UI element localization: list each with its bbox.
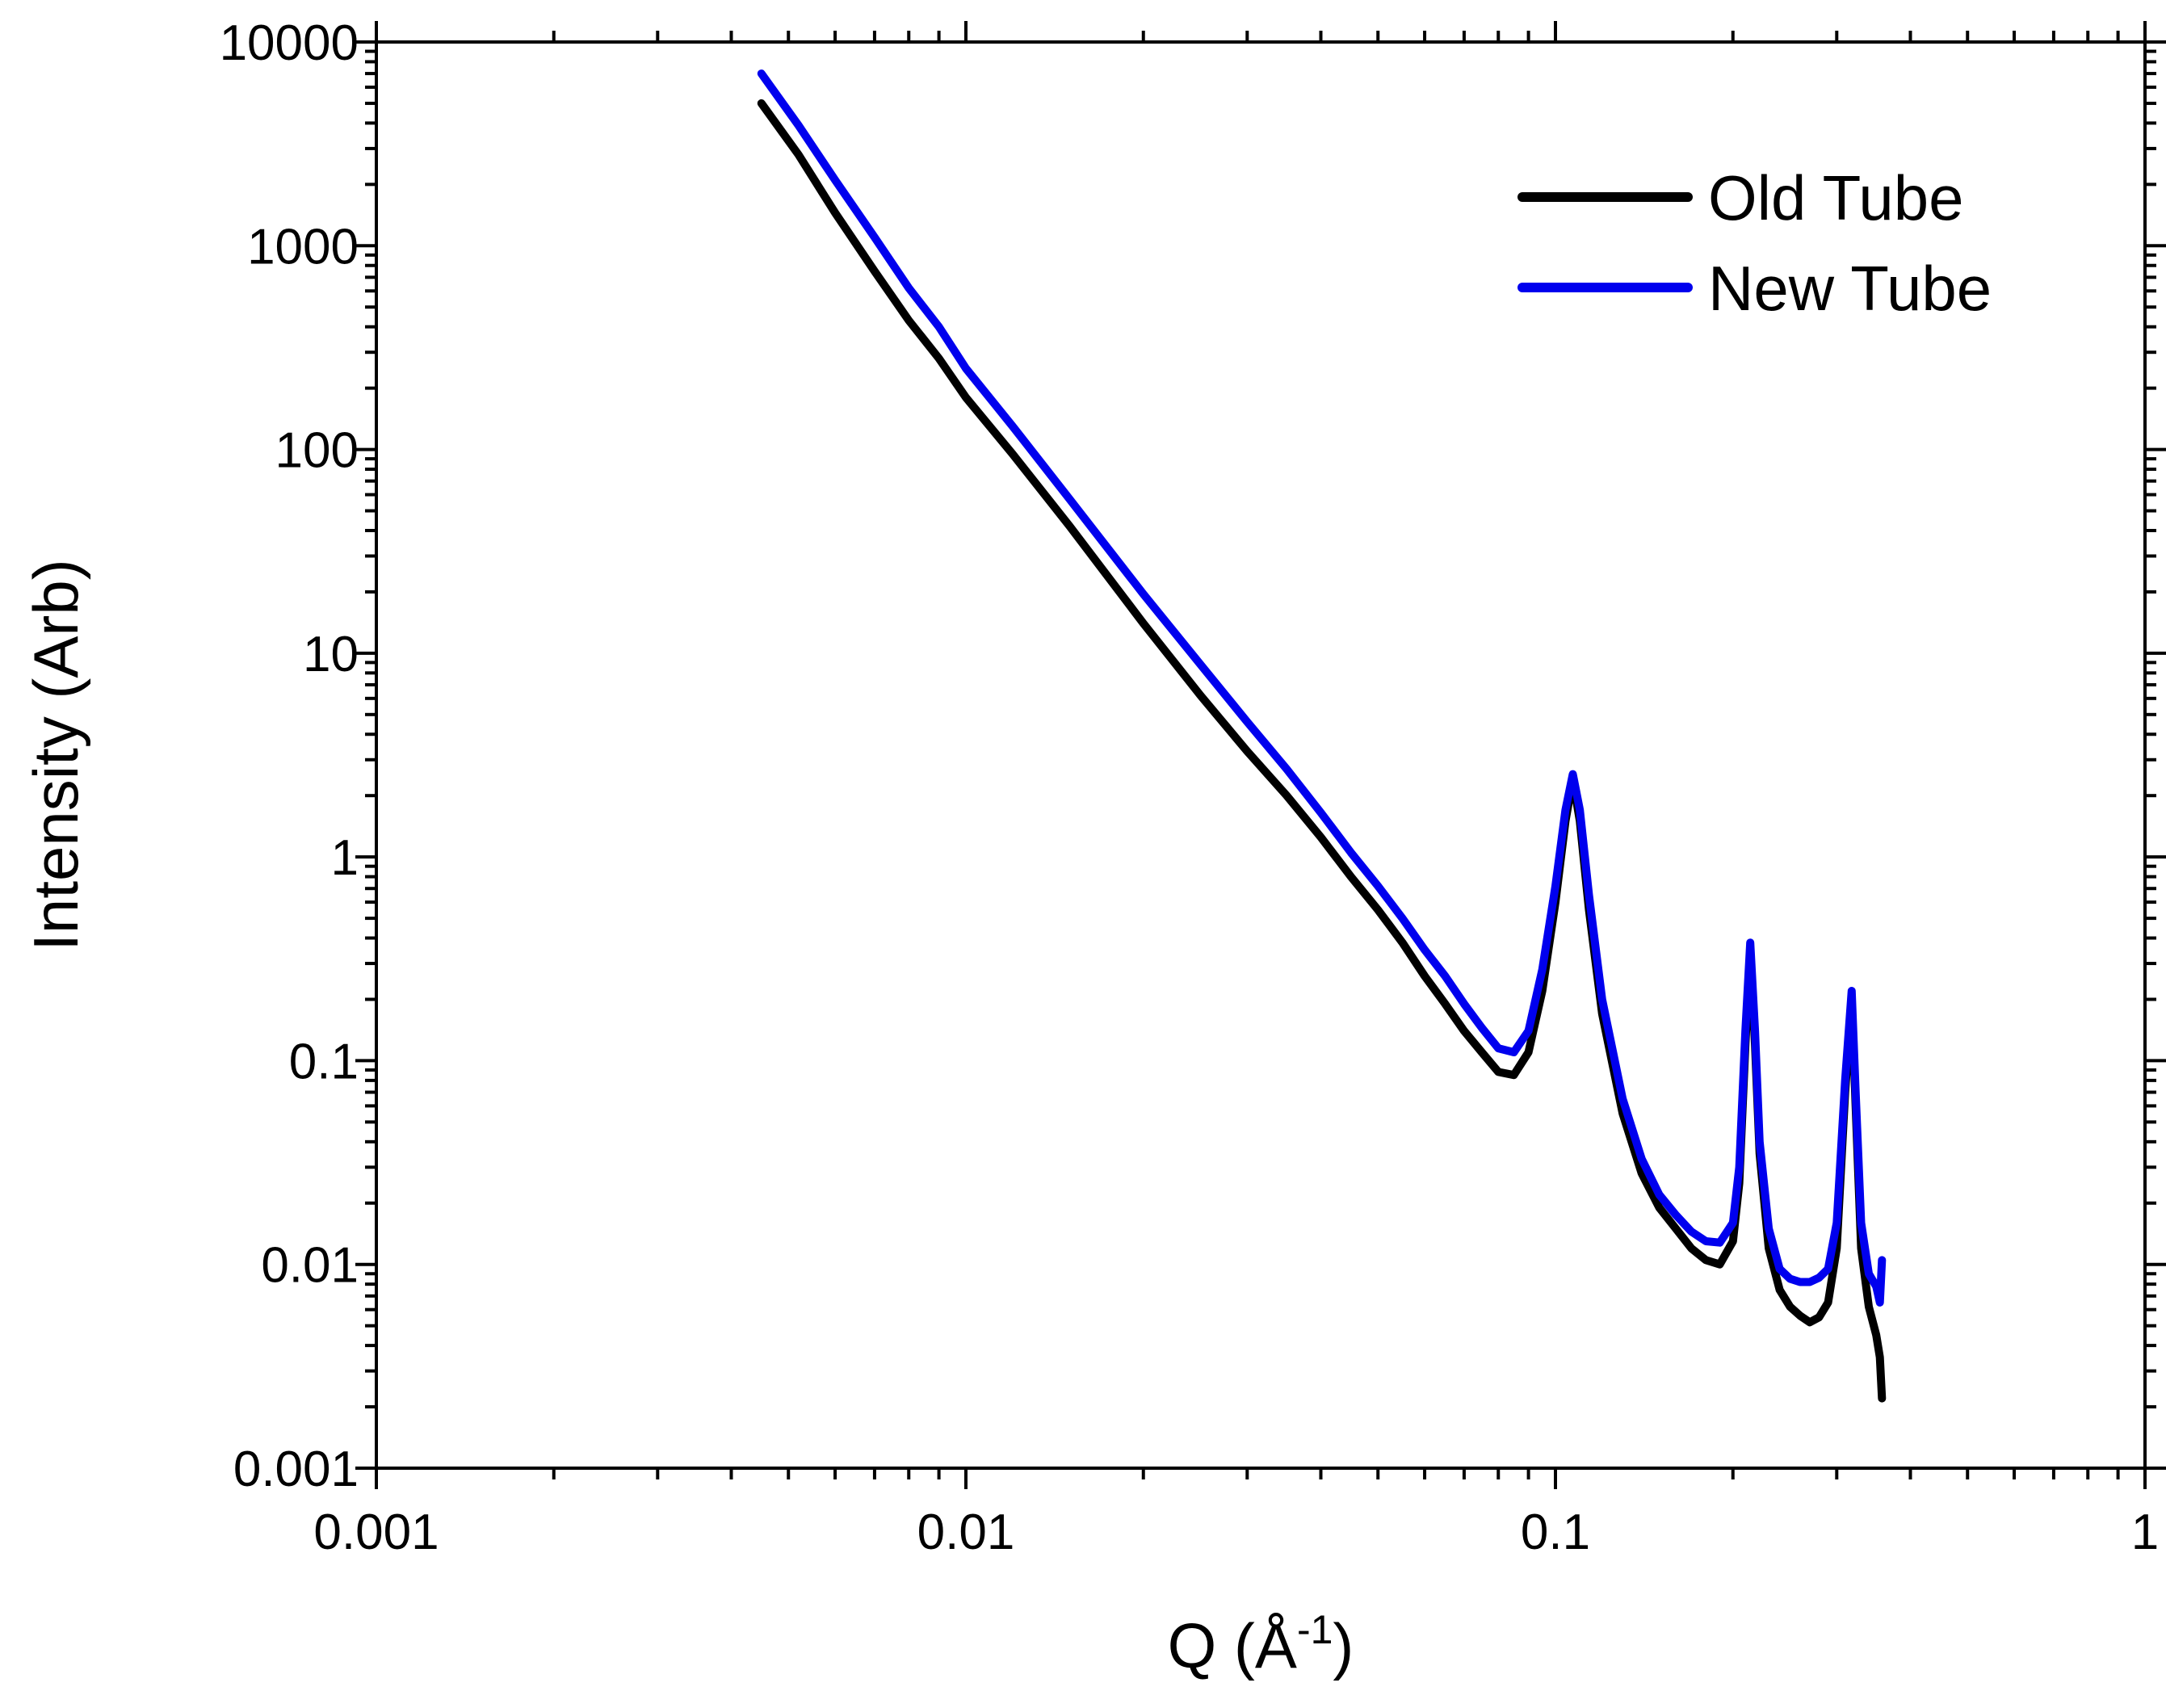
x-tick-label: 0.001: [313, 1504, 439, 1560]
x-tick-label: 1: [2131, 1504, 2159, 1560]
legend-label-2: New Tube: [1708, 253, 1992, 324]
y-tick-label: 100: [275, 423, 359, 479]
y-tick-label: 0.001: [233, 1442, 359, 1497]
y-tick-label: 0.1: [289, 1034, 359, 1089]
legend: Old Tube New Tube: [1517, 162, 1992, 324]
x-tick-label: 0.01: [917, 1504, 1015, 1560]
series-group: [757, 69, 1887, 1403]
x-axis-title-base: Q (Å: [1168, 1610, 1297, 1681]
x-tick-label: 0.1: [1521, 1504, 1590, 1560]
y-axis-title: Intensity (Arb): [20, 559, 91, 951]
x-axis-title: Q (Å-1): [1168, 1607, 1354, 1681]
tick-labels-group: 0.001 0.01 0.1 1 0.001 0.01 0.1 1 10 100 1000 10000: [220, 15, 2160, 1560]
x-axis-title-sup: -1: [1297, 1607, 1333, 1652]
x-axis-title-close: ): [1333, 1610, 1354, 1681]
plot-frame: [375, 40, 2147, 1470]
series-line-2: [757, 69, 1887, 1307]
y-tick-label: 10: [303, 627, 359, 682]
y-tick-label: 10000: [220, 15, 359, 71]
ticks-group: [355, 21, 2166, 1489]
y-tick-label: 1000: [247, 219, 359, 275]
y-tick-label: 0.01: [261, 1238, 359, 1294]
legend-label-1: Old Tube: [1708, 162, 1964, 233]
y-tick-label: 1: [331, 830, 359, 886]
